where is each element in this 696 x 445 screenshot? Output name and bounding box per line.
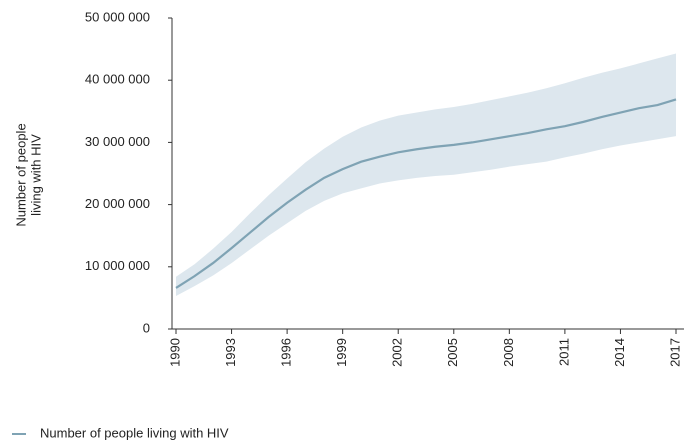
y-tick-label: 20 000 000 (85, 196, 150, 211)
x-tick-label: 1999 (334, 338, 349, 367)
y-axis-label: living with HIV (28, 134, 43, 216)
confidence-band (176, 53, 676, 297)
x-tick-label: 2002 (390, 338, 405, 367)
y-tick-label: 0 (143, 320, 150, 335)
x-tick-label: 1990 (167, 338, 182, 367)
y-tick-label: 40 000 000 (85, 72, 150, 87)
x-tick-label: 2017 (667, 338, 682, 367)
x-tick-label: 2008 (501, 338, 516, 367)
x-tick-label: 2011 (556, 338, 571, 366)
y-tick-label: 10 000 000 (85, 258, 150, 273)
y-tick-label: 30 000 000 (85, 134, 150, 149)
y-axis-label: Number of people (13, 123, 28, 226)
x-tick-label: 2005 (445, 338, 460, 367)
y-tick-label: 50 000 000 (85, 9, 150, 24)
x-tick-label: 1993 (223, 338, 238, 367)
x-tick-label: 2014 (612, 338, 627, 367)
data-line (175, 98, 677, 289)
legend-label: Number of people living with HIV (40, 425, 229, 440)
x-tick-label: 1996 (279, 338, 294, 367)
